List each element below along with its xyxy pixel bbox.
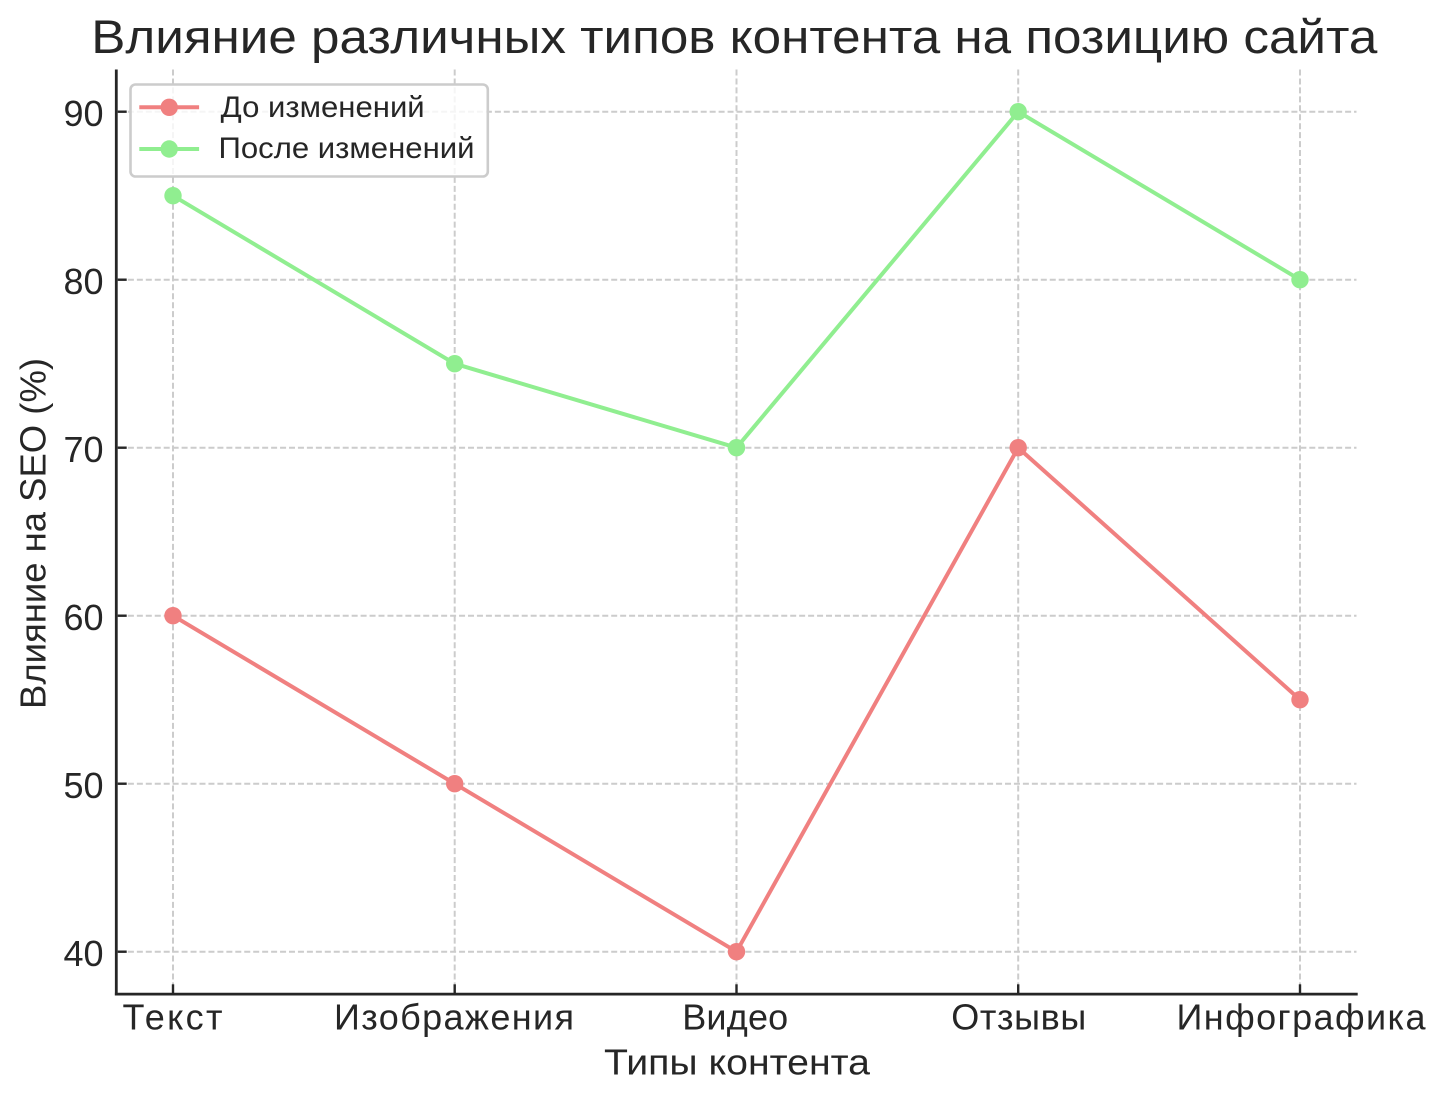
svg-text:80: 80 — [63, 261, 103, 302]
svg-text:До изменений: До изменений — [221, 91, 425, 124]
svg-text:Отзывы: Отзывы — [951, 997, 1086, 1038]
svg-text:Инфографика: Инфографика — [1177, 997, 1427, 1038]
svg-text:Типы контента: Типы контента — [604, 1041, 871, 1082]
svg-text:Изображения: Изображения — [334, 997, 574, 1038]
svg-text:Влияние различных типов контен: Влияние различных типов контента на пози… — [91, 11, 1378, 64]
svg-text:Текст: Текст — [123, 997, 223, 1038]
svg-text:70: 70 — [63, 429, 103, 470]
svg-text:60: 60 — [63, 597, 103, 638]
svg-text:90: 90 — [63, 93, 103, 134]
svg-text:50: 50 — [63, 765, 103, 806]
svg-text:Влияние на SEO (%): Влияние на SEO (%) — [13, 358, 54, 709]
svg-text:После изменений: После изменений — [219, 132, 475, 165]
svg-text:Видео: Видео — [682, 997, 788, 1038]
svg-text:40: 40 — [63, 933, 103, 974]
